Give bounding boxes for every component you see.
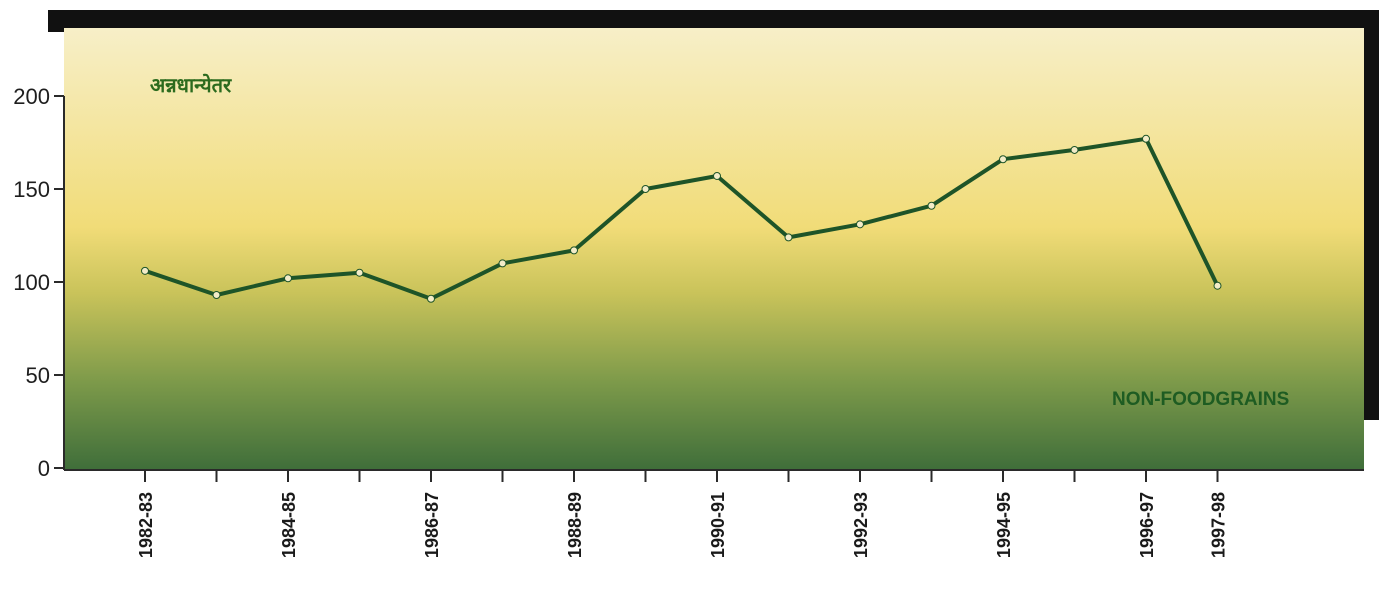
- data-point: [641, 185, 650, 193]
- y-tick-label: 0: [38, 456, 50, 481]
- right-band: [1362, 10, 1379, 420]
- data-point: [1070, 145, 1079, 154]
- series-group: [141, 134, 1222, 303]
- data-point: [784, 233, 793, 242]
- x-tick-label: 1982-83: [136, 492, 156, 558]
- x-tick-label: 1994-95: [994, 492, 1014, 558]
- x-tick-label: 1997-98: [1209, 492, 1229, 558]
- y-tick-label: 50: [26, 363, 50, 388]
- y-tick-label: 100: [13, 270, 50, 295]
- data-point: [212, 291, 221, 300]
- x-tick-label: 1988-89: [565, 492, 585, 558]
- x-tick-label: 1996-97: [1137, 492, 1157, 558]
- data-point: [927, 201, 936, 210]
- series-line: [144, 136, 1220, 301]
- y-tick-label: 150: [13, 177, 50, 202]
- plot-background: [64, 28, 1364, 470]
- data-point: [999, 155, 1007, 164]
- x-axis: 1982-83 1984-85 1986-87 1988-89 1990-91 1992-…: [136, 470, 1229, 558]
- y-axis: 0 50 100 150 200: [13, 84, 64, 481]
- data-point: [141, 266, 149, 275]
- x-tick-label: 1990-91: [708, 492, 728, 558]
- x-tick-label: 1992-93: [851, 492, 871, 558]
- top-band: [48, 10, 1379, 32]
- data-point: [856, 220, 864, 229]
- data-point: [284, 274, 292, 283]
- data-point: [355, 268, 364, 277]
- data-point: [427, 294, 435, 303]
- y-tick-label: 200: [13, 84, 50, 109]
- english-title: NON-FOODGRAINS: [1112, 389, 1289, 410]
- data-point: [1142, 134, 1150, 143]
- data-point: [713, 171, 721, 180]
- data-point: [1213, 281, 1222, 290]
- x-tick-label: 1986-87: [422, 492, 442, 558]
- x-tick-label: 1984-85: [279, 492, 299, 558]
- data-point: [498, 259, 507, 268]
- data-point: [570, 246, 578, 255]
- hindi-title: अन्नधान्येतर: [150, 73, 232, 97]
